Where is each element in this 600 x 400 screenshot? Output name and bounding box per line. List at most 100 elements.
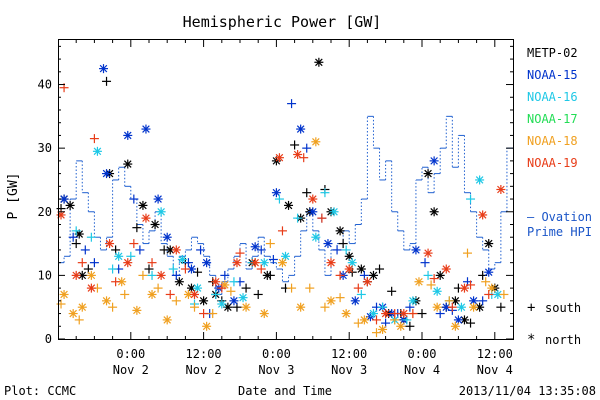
point-noaa-16-north xyxy=(217,299,227,309)
point-metp-02-south xyxy=(387,286,397,296)
point-noaa-16-south xyxy=(86,232,96,242)
marker-stroke xyxy=(475,303,484,311)
x-tick-date-label: Nov 4 xyxy=(477,363,513,377)
marker-stroke xyxy=(345,265,353,273)
point-noaa-18-north xyxy=(311,137,321,147)
point-noaa-15-south xyxy=(332,245,342,255)
marker-stroke xyxy=(497,185,505,194)
point-noaa-19-north xyxy=(141,213,151,223)
marker-stroke xyxy=(309,195,317,203)
point-metp-02-north xyxy=(199,296,209,306)
marker-stroke xyxy=(157,207,165,216)
point-metp-02-north xyxy=(284,200,294,210)
point-noaa-18-south xyxy=(335,293,345,303)
point-noaa-16-north xyxy=(156,207,166,217)
marker-stroke xyxy=(260,258,269,267)
marker-stroke xyxy=(260,309,269,318)
marker-stroke xyxy=(184,290,193,299)
point-noaa-18-north xyxy=(241,302,251,312)
point-noaa-18-south xyxy=(138,270,148,280)
legend-north-label: north xyxy=(545,333,581,347)
point-noaa-19-south xyxy=(484,289,494,299)
point-noaa-15-north xyxy=(350,296,360,306)
marker-stroke xyxy=(357,265,366,273)
point-metp-02-south xyxy=(417,309,427,319)
point-noaa-16-south xyxy=(71,226,81,236)
legend-south-label: south xyxy=(545,301,581,315)
point-noaa-15-north xyxy=(250,242,260,252)
point-noaa-18-south xyxy=(426,280,436,290)
point-noaa-19-south xyxy=(335,270,345,280)
point-noaa-18-south xyxy=(305,283,315,293)
marker-stroke xyxy=(87,271,96,280)
point-noaa-18-north xyxy=(183,289,193,299)
point-noaa-18-north xyxy=(341,309,351,319)
marker-stroke xyxy=(494,290,502,299)
x-tick-date-label: Nov 3 xyxy=(331,363,367,377)
marker-stroke xyxy=(378,325,387,334)
point-noaa-18-north xyxy=(102,296,112,306)
marker-stroke xyxy=(242,303,250,311)
marker-stroke xyxy=(457,303,466,311)
point-noaa-19-north xyxy=(123,258,133,268)
point-metp-02-south xyxy=(253,289,263,299)
marker-stroke xyxy=(218,300,226,308)
point-noaa-15-south xyxy=(420,258,430,268)
plot-frame xyxy=(58,39,514,340)
marker-stroke xyxy=(69,309,77,318)
point-noaa-15-south xyxy=(89,258,99,268)
marker-stroke xyxy=(454,316,463,324)
point-noaa-19-south xyxy=(217,283,227,293)
point-noaa-15-north xyxy=(153,194,163,204)
point-metp-02-south xyxy=(290,140,300,150)
marker-stroke xyxy=(142,125,150,133)
point-noaa-19-north xyxy=(274,153,284,163)
marker-stroke xyxy=(230,297,238,305)
point-noaa-19-south xyxy=(408,309,418,319)
point-noaa-18-north xyxy=(259,309,269,319)
legend-entry-noaa-18: NOAA-18 xyxy=(527,134,578,148)
marker-stroke xyxy=(487,284,496,292)
marker-stroke xyxy=(345,252,353,261)
point-noaa-19-south xyxy=(199,309,209,319)
point-noaa-15-north xyxy=(102,169,112,179)
point-metp-02-south xyxy=(265,270,275,280)
point-noaa-18-north xyxy=(68,309,78,319)
point-noaa-16-south xyxy=(341,245,351,255)
marker-stroke xyxy=(239,293,247,302)
marker-stroke xyxy=(296,303,305,311)
point-noaa-16-north xyxy=(114,251,124,261)
marker-stroke xyxy=(211,277,220,286)
point-noaa-15-north xyxy=(323,239,333,249)
marker-stroke xyxy=(75,230,84,238)
point-noaa-19-north xyxy=(478,210,488,220)
point-noaa-18-north xyxy=(414,277,424,287)
x-tick-time-label: 12:00 xyxy=(331,347,367,361)
x-tick-date-label: Nov 3 xyxy=(258,363,294,377)
point-noaa-16-south xyxy=(356,289,366,299)
point-metp-02-south xyxy=(102,76,112,86)
point-noaa-19-north xyxy=(232,258,242,268)
marker-stroke xyxy=(324,239,332,248)
marker-stroke xyxy=(336,227,344,235)
point-noaa-19-north xyxy=(211,277,221,287)
point-metp-02-north xyxy=(435,270,445,280)
point-noaa-16-north xyxy=(368,309,378,319)
point-noaa-18-south xyxy=(208,309,218,319)
point-noaa-19-south xyxy=(89,134,99,144)
point-metp-02-north xyxy=(423,169,433,179)
marker-stroke xyxy=(187,265,196,273)
marker-stroke xyxy=(187,284,196,292)
marker-stroke xyxy=(469,303,478,311)
marker-stroke xyxy=(123,258,132,267)
point-noaa-15-north xyxy=(411,245,421,255)
marker-stroke xyxy=(102,169,111,178)
point-noaa-19-south xyxy=(299,153,309,163)
x-axis-ticks: 0:00 Nov 2 12:00 Nov 2 0:00 Nov 3 12:00 Nov 3 0:… xyxy=(75,40,513,377)
point-noaa-19-south xyxy=(147,258,157,268)
point-noaa-19-north xyxy=(86,283,96,293)
point-noaa-19-north xyxy=(459,283,469,293)
point-noaa-15-north xyxy=(99,64,108,74)
